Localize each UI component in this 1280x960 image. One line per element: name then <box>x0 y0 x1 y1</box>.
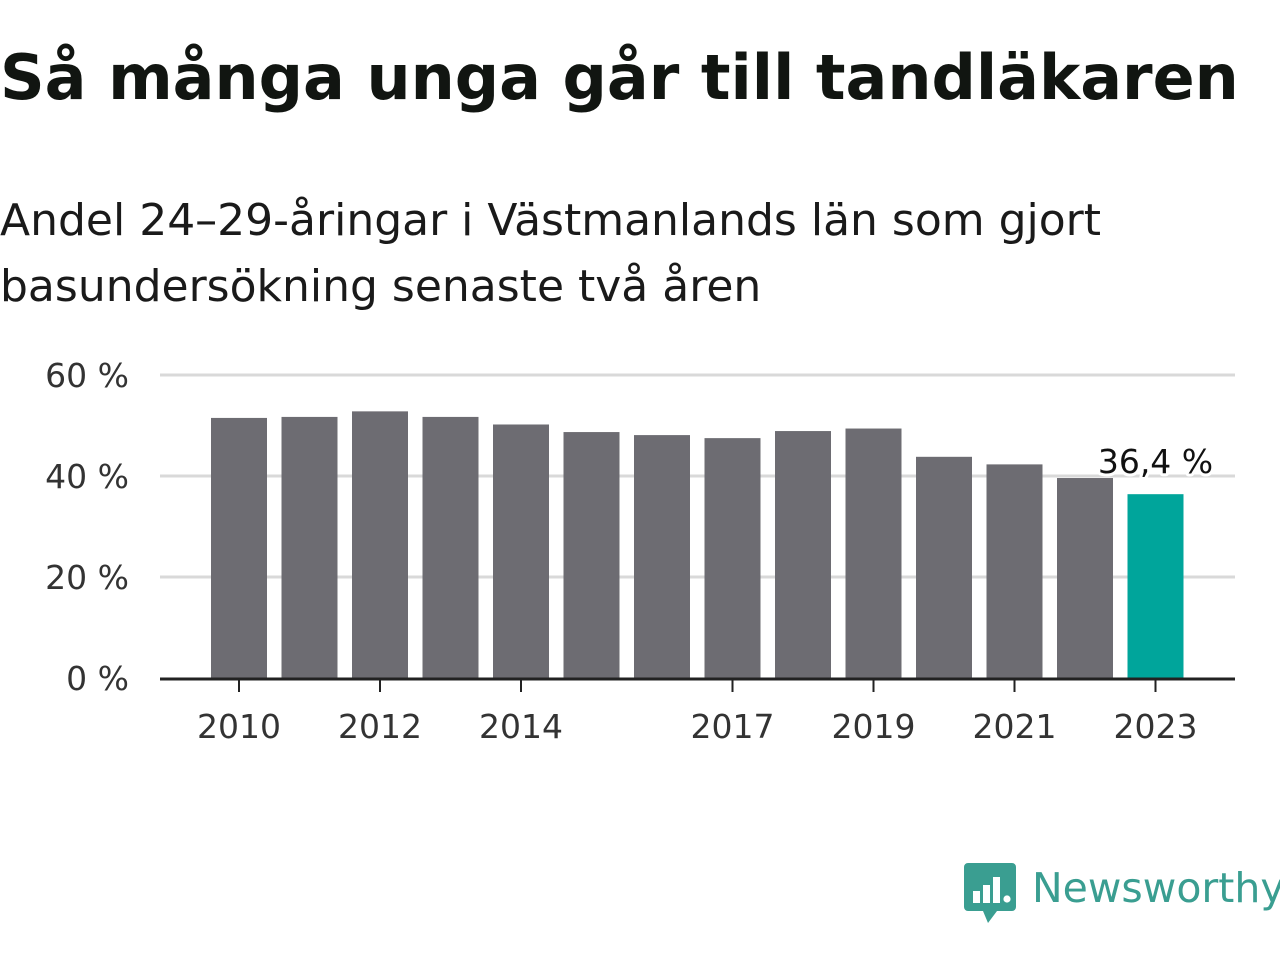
bars <box>211 411 1184 678</box>
brand-name: Newsworthy <box>1032 863 1280 912</box>
bar <box>916 456 972 678</box>
y-tick-label: 60 % <box>45 356 129 395</box>
bar <box>211 417 267 678</box>
gridlines <box>160 373 1235 579</box>
data-labels: 36,4 % <box>1095 439 1216 484</box>
x-axis-tick-labels: 2010 2012 2014 2017 2019 2021 2023 <box>197 707 1197 746</box>
x-tick-label: 2017 <box>691 707 775 746</box>
chart-title: Så många unga går till tandläkaren <box>0 41 1239 114</box>
x-tick-label: 2021 <box>973 707 1057 746</box>
x-tick-label: 2023 <box>1114 707 1198 746</box>
bar <box>986 464 1043 678</box>
y-tick-label: 20 % <box>45 558 129 597</box>
bar <box>1057 478 1113 678</box>
bar <box>281 416 338 678</box>
bar-chart: 0 % 20 % 40 % 60 % 2010 2012 2014 2017 2019 2021… <box>45 356 1235 746</box>
bar <box>634 435 690 678</box>
x-tick-label: 2019 <box>832 707 916 746</box>
bar-chart-speech-bubble-icon <box>964 863 1016 923</box>
bar <box>563 432 620 678</box>
y-tick-label: 40 % <box>45 457 129 496</box>
x-tick-label: 2010 <box>197 707 281 746</box>
bar <box>704 438 761 678</box>
x-tick-label: 2012 <box>338 707 422 746</box>
bar <box>493 424 549 678</box>
bar-highlight <box>1127 494 1184 678</box>
bar <box>775 431 831 678</box>
x-tick-label: 2014 <box>479 707 563 746</box>
bar <box>845 428 902 678</box>
bar <box>352 411 408 678</box>
data-label-2023: 36,4 % <box>1098 442 1213 481</box>
y-axis-tick-labels: 0 % 20 % 40 % 60 % <box>45 356 129 698</box>
y-tick-label: 0 % <box>66 659 129 698</box>
bar <box>422 416 479 678</box>
x-axis <box>160 677 1235 692</box>
chart-subtitle: Andel 24–29-åringar i Västmanlands län s… <box>0 195 1102 312</box>
brand: Newsworthy <box>964 862 1280 926</box>
